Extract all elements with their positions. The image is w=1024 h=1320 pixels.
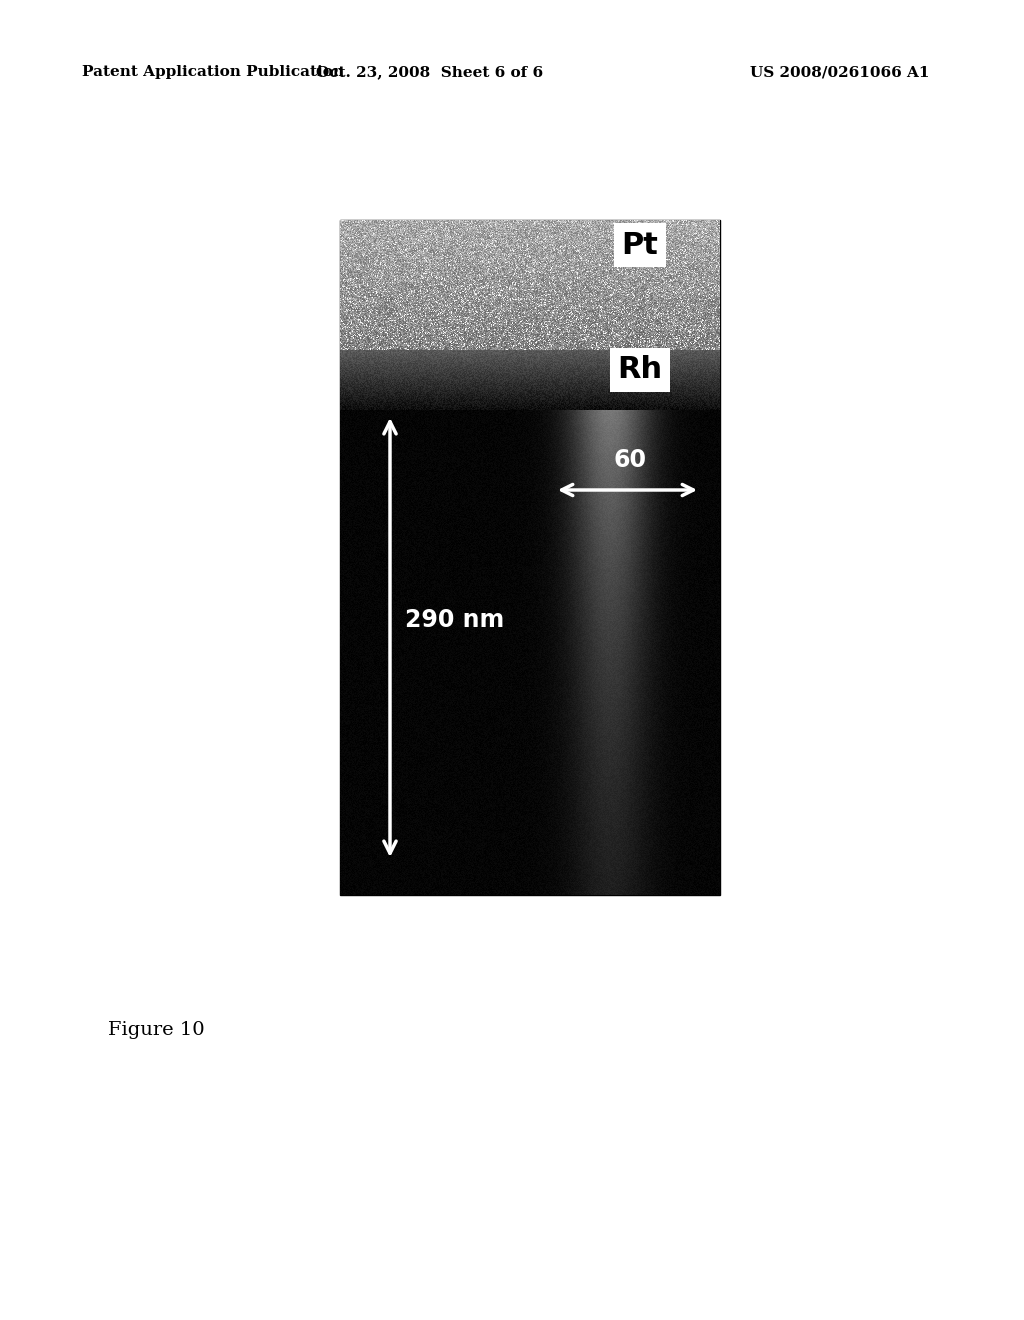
Text: Patent Application Publication: Patent Application Publication (82, 65, 344, 79)
Text: 60: 60 (613, 447, 646, 473)
Text: Pt: Pt (622, 231, 658, 260)
Text: Rh: Rh (617, 355, 663, 384)
Text: Figure 10: Figure 10 (108, 1020, 205, 1039)
Text: 290 nm: 290 nm (406, 609, 504, 632)
Bar (340, 220, 720, 895)
Text: Oct. 23, 2008  Sheet 6 of 6: Oct. 23, 2008 Sheet 6 of 6 (316, 65, 544, 79)
Text: US 2008/0261066 A1: US 2008/0261066 A1 (751, 65, 930, 79)
